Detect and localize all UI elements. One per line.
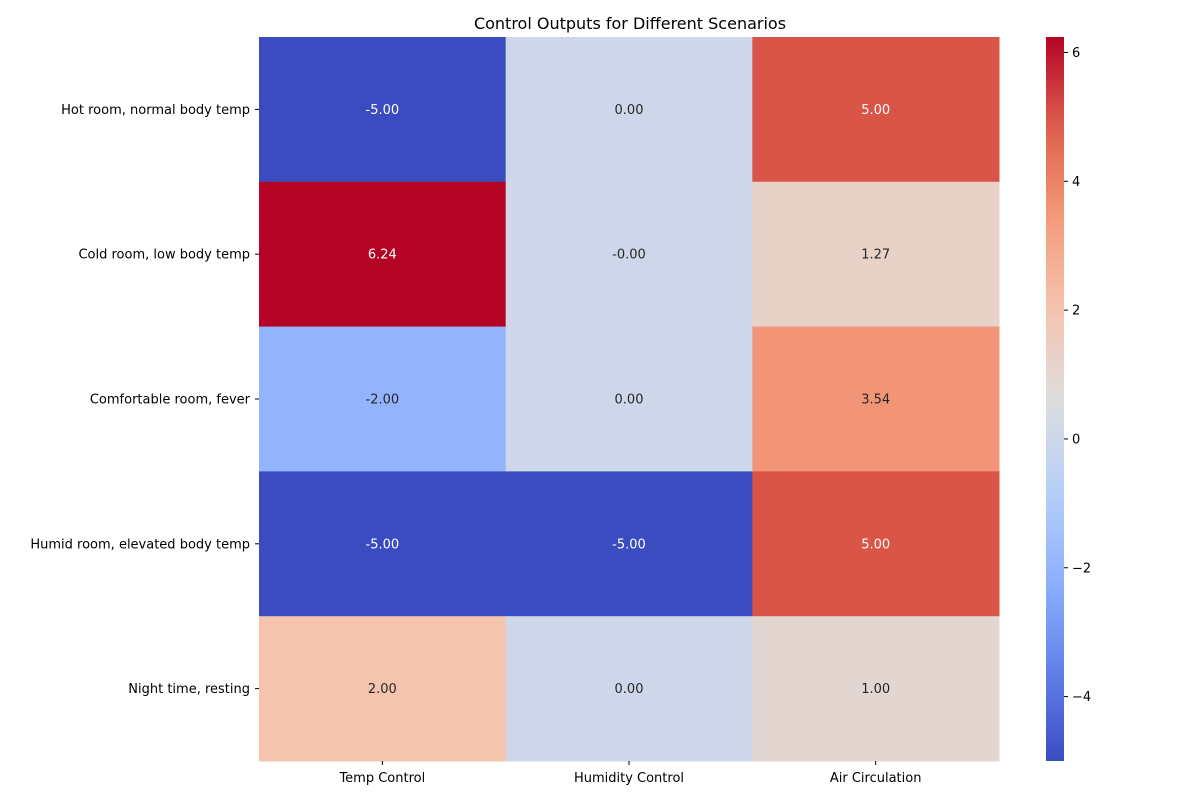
column-labels: Temp Control Humidity Control Air Circulat… <box>338 761 921 786</box>
heatmap-cell <box>505 616 753 762</box>
colorbar-tick-label: 6 <box>1072 46 1080 61</box>
cell-value-label: 2.00 <box>368 682 397 697</box>
colorbar-tick-label: −4 <box>1072 690 1091 705</box>
colorbar-gradient <box>1046 37 1064 761</box>
column-label: Air Circulation <box>830 771 922 786</box>
heatmap-cell <box>259 181 507 328</box>
colorbar-tick-label: 4 <box>1072 175 1080 190</box>
cell-value-label: -5.00 <box>612 537 646 552</box>
colorbar-tick-label: 2 <box>1072 304 1080 319</box>
row-labels: Hot room, normal body temp Cold room, low… <box>30 103 259 697</box>
row-label: Cold room, low body temp <box>78 248 250 263</box>
colorbar: −4 −2 0 2 4 6 <box>1046 37 1091 761</box>
cell-value-label: 0.00 <box>615 393 644 408</box>
column-label: Temp Control <box>338 771 425 786</box>
heatmap-cell <box>505 37 753 183</box>
heatmap-cell <box>752 326 1000 472</box>
column-label: Humidity Control <box>574 771 684 786</box>
colorbar-tick-label: 0 <box>1072 432 1080 447</box>
cell-value-label: 5.00 <box>861 103 890 118</box>
heatmap-cell <box>505 181 753 328</box>
heatmap-cell <box>505 326 753 472</box>
cell-value-label: 6.24 <box>368 248 397 263</box>
cell-value-label: 1.27 <box>861 248 890 263</box>
colorbar-tick-label: −2 <box>1072 561 1091 576</box>
heatmap-cell <box>752 471 1000 617</box>
heatmap-cell <box>752 616 1000 762</box>
cell-value-label: 0.00 <box>615 103 644 118</box>
cell-value-label: 1.00 <box>861 682 890 697</box>
heatmap-cell <box>505 471 753 617</box>
heatmap-cell <box>752 181 1000 328</box>
heatmap-cell <box>259 37 507 183</box>
row-label: Hot room, normal body temp <box>61 103 250 118</box>
cell-value-label: 0.00 <box>615 682 644 697</box>
cell-value-label: -5.00 <box>366 103 400 118</box>
heatmap-cell <box>259 471 507 617</box>
heatmap-cells: -5.00 0.00 5.00 6.24 -0.00 1.27 -2.00 0.00 3.54 -… <box>259 37 1000 762</box>
row-label: Night time, resting <box>128 682 250 697</box>
heatmap-cell <box>259 616 507 762</box>
chart-title: Control Outputs for Different Scenarios <box>474 14 786 33</box>
heatmap-cell <box>752 37 1000 183</box>
row-label: Comfortable room, fever <box>90 393 251 408</box>
heatmap-cell <box>259 326 507 472</box>
cell-value-label: -0.00 <box>612 248 646 263</box>
cell-value-label: 5.00 <box>861 537 890 552</box>
cell-value-label: -5.00 <box>366 537 400 552</box>
cell-value-label: -2.00 <box>366 393 400 408</box>
cell-value-label: 3.54 <box>861 393 890 408</box>
row-label: Humid room, elevated body temp <box>30 537 250 552</box>
